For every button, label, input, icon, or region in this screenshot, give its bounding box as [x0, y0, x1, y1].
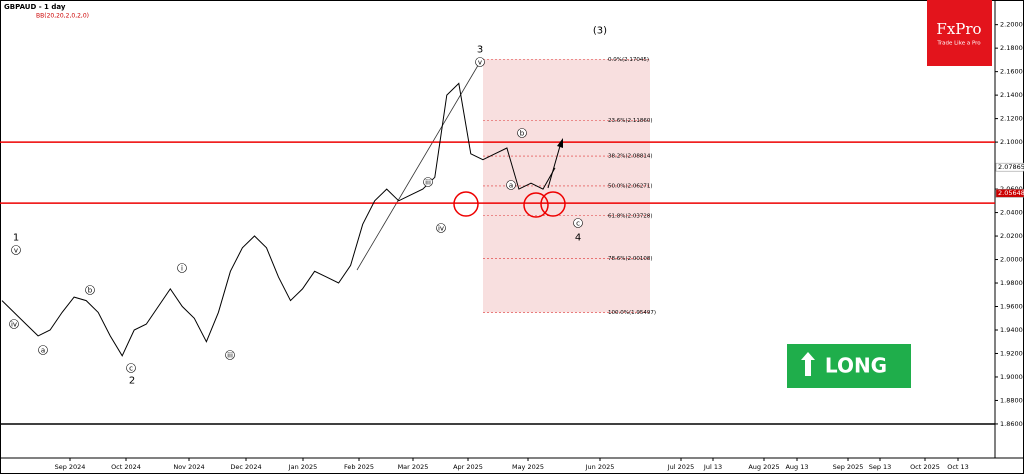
wave-label: 4 [575, 233, 581, 244]
chart-title: GBPAUD - 1 day [4, 3, 66, 11]
wave-label: c [129, 365, 133, 373]
wave-circle [9, 319, 19, 329]
wave-circle [506, 180, 516, 190]
indicator-label: BB(20,20,2,0,2,0) [36, 13, 89, 20]
wave-label: 3 [477, 45, 483, 56]
x-tick-label: Sep 2024 [55, 463, 86, 471]
x-tick-label: Aug 2025 [748, 463, 779, 471]
y-tick-label: 1.98000 [1000, 279, 1024, 287]
highlight-circle [540, 191, 566, 217]
y-tick-label: 1.94000 [1000, 326, 1024, 334]
x-tick-label: Jun 2025 [585, 463, 615, 471]
wave-circle [38, 345, 48, 355]
tagline: Trade Like a Pro [936, 41, 981, 47]
wave-circle [517, 128, 527, 138]
y-tick-label: 2.14000 [1000, 91, 1024, 99]
y-tick-label: 2.12000 [1000, 115, 1024, 123]
y-tick-label: 2.10000 [1000, 138, 1024, 146]
price-tag-label: 2.05648 [998, 189, 1024, 197]
wave-label: (3) [593, 26, 607, 37]
fib-label: 38.2%(2.08814) [608, 154, 653, 160]
wave-circle [126, 363, 136, 373]
y-tick-label: 2.00000 [1000, 256, 1024, 264]
fib-label: 61.8%(2.03728) [608, 213, 653, 219]
signal-label: LONG [825, 354, 887, 378]
up-arrow [801, 352, 815, 376]
logo: FxPro [936, 20, 981, 38]
wave-circle [225, 350, 235, 360]
wave-circle [85, 285, 95, 295]
fib-label: 0.0%(2.17045) [608, 57, 649, 63]
trend-line [356, 61, 481, 271]
wave-label: c [576, 220, 580, 228]
wave-label: iii [425, 179, 431, 187]
price-tag [995, 162, 1024, 172]
wave-label: a [41, 347, 45, 355]
x-tick-label: Dec 2024 [230, 463, 261, 471]
wave-label: 2 [129, 376, 135, 387]
y-tick-label: 2.04000 [1000, 209, 1024, 217]
wave-circle [11, 245, 21, 255]
x-tick-label: Nov 2024 [173, 463, 204, 471]
x-tick-label: Apr 2025 [453, 463, 483, 471]
x-tick-label: Sep 2025 [833, 463, 864, 471]
x-tick-label: Jul 2025 [667, 463, 694, 471]
arrow-head [557, 138, 563, 148]
x-tick-label: May 2025 [512, 463, 544, 471]
x-tick-label: Jul 13 [703, 463, 722, 471]
x-tick-label: Sep 13 [869, 463, 892, 471]
x-tick-label: Oct 2025 [910, 463, 940, 471]
x-tick-label: Mar 2025 [398, 463, 429, 471]
wave-circle [177, 263, 187, 273]
y-tick-label: 2.18000 [1000, 44, 1024, 52]
wave-label: a [509, 182, 513, 190]
price-tag-label: 2.07865 [998, 163, 1024, 171]
fib-label: 78.6%(2.00108) [608, 256, 653, 262]
y-tick-label: 1.90000 [1000, 373, 1024, 381]
price-line [1, 82, 556, 357]
wave-label: v [478, 59, 482, 67]
wave-circle [423, 177, 433, 187]
x-tick-label: Oct 2024 [111, 463, 141, 471]
y-tick-label: 1.92000 [1000, 349, 1024, 357]
x-tick-label: Jan 2025 [288, 463, 318, 471]
fib-label: 50.0%(2.06271) [608, 183, 653, 189]
highlight-circle [523, 192, 549, 218]
wave-label: iii [227, 352, 233, 360]
wave-label: i [181, 265, 183, 273]
wave-label: b [88, 287, 93, 295]
highlight-circle [453, 191, 479, 217]
price-tag [995, 188, 1024, 198]
y-tick-label: 2.02000 [1000, 232, 1024, 240]
x-tick-label: Oct 13 [947, 463, 969, 471]
wave-label: v [14, 247, 18, 255]
wave-label: iv [438, 225, 444, 233]
wave-circle [436, 223, 446, 233]
wave-circle [573, 218, 583, 228]
logo-box [927, 0, 992, 66]
fib-label: 23.6%(2.11860) [608, 118, 653, 124]
fib-label: 100.0%(1.95497) [608, 310, 656, 316]
wave-label: 1 [13, 233, 19, 244]
projection-arrow [547, 145, 561, 189]
plot [0, 82, 995, 425]
y-tick-label: 2.20000 [1000, 21, 1024, 29]
y-tick-label: 1.86000 [1000, 420, 1024, 428]
y-tick-label: 2.16000 [1000, 68, 1024, 76]
wave-label: iv [11, 321, 17, 329]
y-tick-label: 1.96000 [1000, 303, 1024, 311]
x-tick-label: Feb 2025 [344, 463, 374, 471]
x-tick-label: Aug 13 [785, 463, 808, 471]
wave-circle [475, 57, 485, 67]
y-tick-label: 1.88000 [1000, 396, 1024, 404]
wave-label: b [520, 130, 525, 138]
